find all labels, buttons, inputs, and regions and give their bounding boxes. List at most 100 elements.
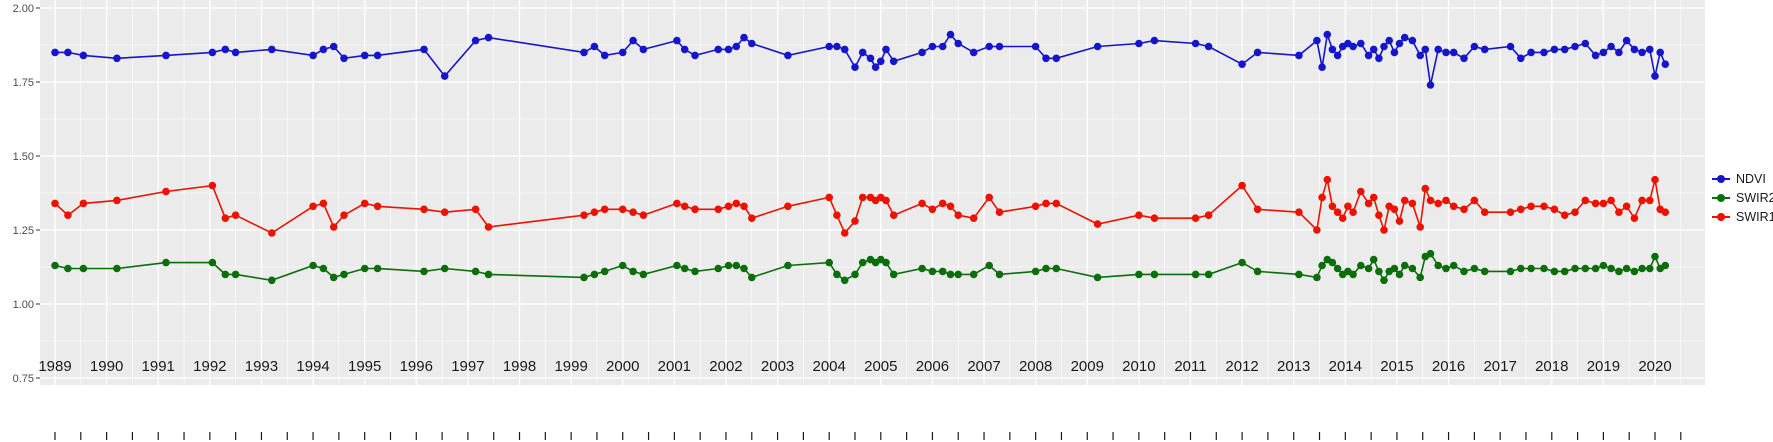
series-point-ndvi	[208, 48, 217, 57]
series-point-swir2	[882, 258, 890, 267]
series-point-swir1	[319, 199, 328, 208]
series-point-swir1	[1607, 196, 1615, 205]
series-point-swir1	[969, 214, 978, 222]
series-point-ndvi	[471, 36, 480, 45]
series-point-swir1	[1651, 175, 1659, 184]
series-point-swir2	[1426, 249, 1435, 258]
series-point-ndvi	[1323, 30, 1332, 39]
series-point-ndvi	[1408, 36, 1417, 45]
x-tick-label: 2012	[1225, 358, 1258, 375]
series-point-ndvi	[1375, 54, 1383, 63]
series-point-ndvi	[1630, 45, 1639, 54]
series-point-swir2	[1630, 267, 1639, 276]
series-point-swir2	[1449, 261, 1458, 270]
series-point-swir2	[1400, 261, 1409, 270]
series-point-swir1	[714, 205, 722, 214]
series-point-swir1	[1661, 208, 1670, 216]
x-tick-label: 2008	[1019, 358, 1052, 375]
series-point-swir1	[471, 205, 480, 214]
series-point-swir2	[1328, 258, 1337, 267]
series-point-ndvi	[1449, 48, 1458, 57]
series-point-swir1	[851, 217, 859, 225]
series-point-ndvi	[1135, 39, 1143, 48]
series-point-ndvi	[1607, 42, 1615, 51]
series-point-swir1	[51, 199, 59, 208]
y-tick-label: 0.75	[13, 373, 34, 385]
series-point-ndvi	[1661, 60, 1670, 68]
series-point-ndvi	[590, 42, 599, 51]
series-point-ndvi	[1550, 45, 1559, 54]
series-point-swir2	[1295, 270, 1303, 279]
series-point-swir1	[420, 205, 428, 214]
series-point-swir1	[1480, 208, 1489, 216]
series-point-ndvi	[420, 45, 428, 54]
series-point-ndvi	[1506, 42, 1515, 51]
series-point-ndvi	[1442, 48, 1450, 57]
series-point-swir2	[1599, 261, 1608, 270]
series-point-swir2	[1646, 264, 1654, 273]
x-tick-label: 2004	[813, 358, 846, 375]
series-point-swir2	[858, 258, 867, 267]
series-point-ndvi	[1364, 51, 1373, 60]
series-point-swir1	[1646, 196, 1654, 205]
x-tick-label: 2006	[916, 358, 949, 375]
series-point-swir1	[1442, 196, 1450, 205]
series-point-swir2	[484, 270, 493, 279]
series-point-ndvi	[1651, 72, 1659, 80]
legend-item-ndvi: NDVI	[1712, 172, 1773, 186]
series-point-swir1	[580, 211, 588, 219]
series-point-ndvi	[1656, 48, 1664, 57]
series-point-swir2	[1395, 270, 1404, 279]
legend-key-ndvi-icon	[1712, 172, 1730, 186]
series-point-swir1	[1253, 205, 1262, 214]
series-point-ndvi	[714, 45, 722, 54]
series-point-ndvi	[1238, 60, 1246, 68]
x-tick-label: 1990	[90, 358, 123, 375]
series-point-swir1	[1390, 205, 1399, 214]
series-point-ndvi	[882, 45, 890, 54]
series-point-swir1	[946, 202, 955, 211]
series-point-swir1	[1591, 199, 1600, 208]
series-point-swir2	[1313, 273, 1321, 282]
series-point-swir1	[373, 202, 382, 211]
legend-label-swir1: SWIR1	[1736, 210, 1773, 224]
series-point-swir1	[724, 202, 733, 211]
series-point-ndvi	[833, 42, 841, 51]
series-point-swir1	[1380, 226, 1388, 234]
series-point-swir1	[673, 199, 681, 208]
series-point-swir1	[691, 205, 699, 214]
series-point-ndvi	[1313, 36, 1321, 45]
series-point-swir2	[1042, 264, 1050, 273]
y-tick-label: 2.00	[13, 3, 34, 15]
series-point-swir1	[1622, 202, 1631, 211]
series-point-ndvi	[1591, 51, 1600, 60]
series-point-swir2	[1560, 267, 1569, 276]
series-point-ndvi	[1599, 48, 1608, 57]
series-point-ndvi	[1527, 48, 1535, 57]
series-point-swir1	[1333, 208, 1342, 216]
series-point-swir1	[928, 205, 937, 214]
series-point-swir1	[231, 211, 240, 219]
series-point-swir1	[1527, 202, 1535, 211]
series-point-swir2	[1651, 252, 1659, 261]
series-point-swir2	[629, 267, 637, 276]
series-point-ndvi	[1622, 36, 1631, 45]
series-point-ndvi	[946, 30, 955, 39]
series-point-ndvi	[1191, 39, 1200, 48]
series-point-swir2	[360, 264, 369, 273]
series-point-swir1	[1408, 199, 1417, 208]
series-point-swir1	[340, 211, 348, 219]
series-point-swir1	[64, 211, 72, 219]
series-point-ndvi	[1426, 81, 1435, 89]
series-point-swir2	[1591, 264, 1600, 273]
series-point-swir1	[1434, 199, 1442, 208]
x-tick-label: 2007	[967, 358, 1000, 375]
series-point-ndvi	[889, 57, 898, 66]
series-point-swir1	[268, 229, 276, 237]
series-point-swir1	[1135, 211, 1143, 219]
series-point-swir2	[64, 264, 72, 273]
series-point-ndvi	[440, 72, 449, 80]
x-tick-label: 2000	[606, 358, 639, 375]
